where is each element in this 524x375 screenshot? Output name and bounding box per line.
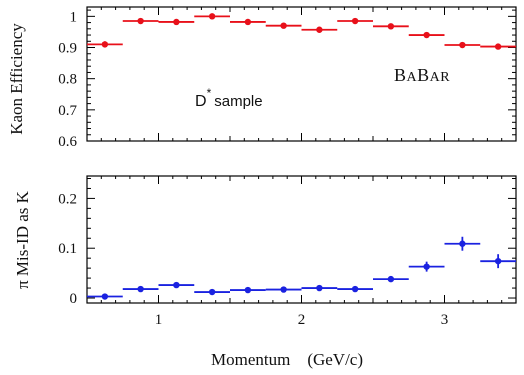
top-data-point [265, 22, 302, 29]
bottom-data-point [230, 286, 266, 294]
bottom-y-tick-label: 0 [70, 291, 78, 307]
bottom-marker [208, 288, 216, 296]
top-marker [351, 17, 359, 25]
sample-letter: D [195, 93, 207, 110]
bottom-marker [316, 284, 323, 292]
bottom-marker [351, 285, 359, 293]
top-marker [101, 41, 109, 48]
top-marker [494, 43, 502, 50]
pion-misid-panel: 1 2 3 0 0.1 0.2 π Mis-ID as K Momentum (GeV/c… [13, 175, 517, 369]
top-y-axis-title: Kaon Efficiency [7, 23, 26, 135]
top-marker [137, 17, 144, 25]
bottom-marker [173, 281, 180, 289]
top-data-point [408, 31, 445, 39]
bottom-y-tick-label: 0.2 [58, 191, 77, 207]
bottom-plot-frame [86, 175, 517, 304]
top-marker [316, 26, 323, 33]
bottom-data-point [408, 261, 445, 272]
sample-annotation: D* sample [195, 86, 263, 110]
top-data-point [194, 13, 230, 20]
x-axis-title: Momentum (GeV/c) [211, 350, 363, 369]
bottom-axis-ticks: 1 2 3 0 0.1 0.2 [58, 176, 517, 328]
kaon-efficiency-panel: 0.6 0.7 0.8 0.9 1 Kaon Efficiency D* sample B… [7, 6, 517, 150]
top-y-tick-label: 0.6 [58, 134, 77, 150]
babar-b1: B [394, 65, 407, 85]
bottom-marker [459, 240, 466, 247]
sample-suffix: sample [214, 93, 262, 110]
top-data-point [301, 26, 338, 33]
babar-b2: B [417, 65, 430, 85]
babar-logo-text: BABAR [394, 65, 450, 85]
bottom-marker [494, 257, 502, 265]
bottom-y-axis-title: π Mis-ID as K [13, 190, 32, 289]
top-data-point [337, 17, 373, 25]
bottom-marker [101, 293, 109, 300]
bottom-marker [280, 286, 287, 293]
top-y-tick-label: 1 [70, 9, 78, 25]
bottom-data-point [373, 275, 409, 283]
bottom-data-point [265, 286, 302, 293]
bottom-data-point [87, 293, 123, 300]
top-plot-frame [86, 6, 517, 142]
x-tick-label: 3 [441, 312, 449, 328]
top-y-tick-label: 0.8 [58, 72, 77, 88]
top-data-point [373, 23, 409, 30]
bottom-data-points [87, 236, 516, 300]
bottom-marker [387, 275, 395, 283]
bottom-data-point [122, 285, 159, 293]
bottom-data-point [480, 254, 516, 269]
babar-a1: A [407, 70, 418, 85]
x-tick-label: 2 [298, 312, 306, 328]
top-axis-ticks: 0.6 0.7 0.8 0.9 1 [58, 7, 517, 150]
bottom-data-point [194, 288, 230, 296]
top-y-tick-label: 0.9 [58, 41, 77, 57]
top-marker [173, 18, 180, 26]
top-data-point [122, 17, 159, 25]
top-marker [459, 41, 466, 49]
top-data-point [444, 41, 481, 49]
bottom-marker [244, 286, 252, 294]
top-y-tick-label: 0.7 [58, 103, 77, 119]
top-marker [244, 18, 252, 26]
top-data-point [230, 18, 266, 26]
top-marker [208, 13, 216, 20]
bottom-data-point [158, 281, 195, 289]
bottom-data-point [444, 236, 481, 251]
bottom-data-point [337, 285, 373, 293]
bottom-data-point [301, 284, 338, 292]
bottom-y-tick-label: 0.1 [58, 241, 77, 257]
bottom-marker [137, 285, 144, 293]
bottom-marker [423, 263, 430, 270]
x-tick-label: 1 [155, 312, 163, 328]
top-data-points [87, 13, 516, 50]
top-data-point [480, 43, 516, 50]
sample-superscript: * [207, 86, 212, 100]
top-marker [423, 31, 430, 39]
babar-a2: AR [430, 70, 451, 85]
top-data-point [87, 41, 123, 48]
top-data-point [158, 18, 195, 26]
top-marker [387, 23, 395, 30]
top-marker [280, 22, 287, 29]
